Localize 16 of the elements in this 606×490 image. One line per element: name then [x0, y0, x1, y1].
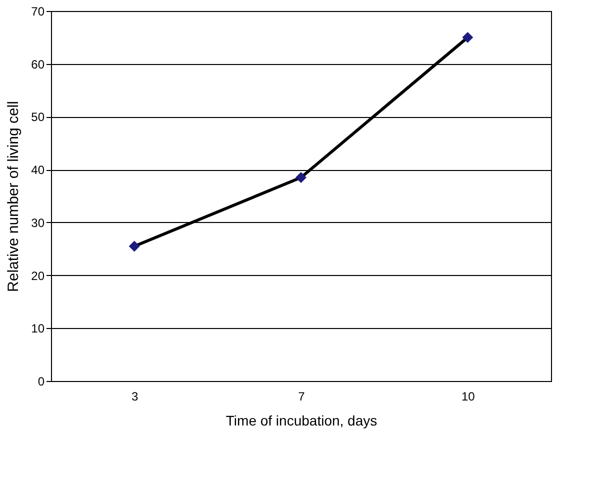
- x-tick-label: 10: [461, 390, 476, 404]
- point: [128, 240, 140, 252]
- y-tick-label: 10: [31, 322, 45, 336]
- x-tick-label: 7: [298, 390, 306, 404]
- y-tick-label: 40: [31, 163, 45, 178]
- y-tick-label: 70: [31, 4, 45, 18]
- y-tick-label: 20: [31, 268, 45, 283]
- y-tick-label: 30: [31, 216, 45, 230]
- x-tick-label: 3: [131, 390, 138, 404]
- point: [296, 172, 306, 183]
- y-tick-label: 50: [31, 110, 45, 124]
- y-tick-label: 60: [31, 57, 45, 72]
- point: [462, 32, 474, 43]
- x-axis-title: Time of incubation, days: [226, 412, 378, 428]
- y-axis-title: Relative number of living cell: [5, 101, 22, 292]
- y-tick-label: 0: [38, 374, 45, 388]
